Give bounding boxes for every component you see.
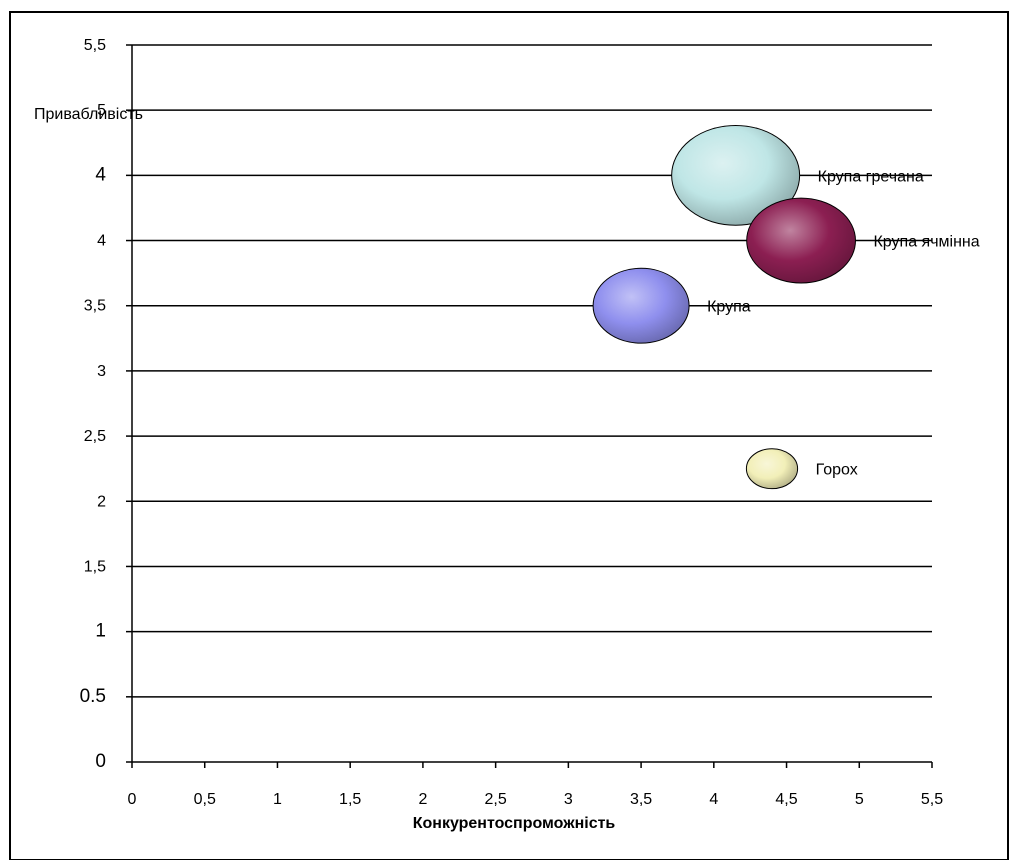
x-tick-label: 0: [128, 791, 137, 808]
bubble: [592, 267, 690, 344]
x-tick-labels: 0 0,5 1 1,5 2 2,5 3 3,5 4 4,5 5 5,5: [128, 791, 944, 808]
y-tick-label: 5: [97, 102, 106, 119]
y-tick-label: 0: [95, 751, 106, 772]
y-tick-label: 5,5: [84, 37, 106, 54]
y-tick-labels: 0 0.5 1 1,5 2 2,5 3 3,5 4 4 5 5,5: [80, 37, 107, 772]
y-tick-label: 3,5: [84, 298, 106, 315]
bubble: [745, 448, 799, 490]
y-tick-label: 4: [97, 233, 106, 250]
y-tick-label: 2: [97, 493, 106, 510]
x-tick-label: 2,5: [485, 791, 507, 808]
bubble-label: Крупа: [707, 299, 751, 316]
bubble-label: Горох: [816, 462, 858, 479]
axes: [126, 44, 933, 768]
y-tick-label: 2,5: [84, 428, 106, 445]
x-tick-label: 3: [564, 791, 573, 808]
x-tick-label: 5,5: [921, 791, 943, 808]
x-tick-label: 1,5: [339, 791, 361, 808]
x-tick-label: 4,5: [775, 791, 797, 808]
bubble-label: Крупа ячмінна: [873, 234, 979, 251]
y-tick-label: 3: [97, 363, 106, 380]
x-axis-title: Конкурентоспроможність: [413, 815, 616, 832]
y-tick-label: 1: [95, 621, 106, 642]
x-tick-label: 1: [273, 791, 282, 808]
x-tick-label: 5: [855, 791, 864, 808]
y-axis-title: Привабливість: [34, 106, 143, 123]
y-tick-label: 4: [95, 164, 106, 185]
y-tick-label: 1,5: [84, 558, 106, 575]
bubbles: [592, 124, 856, 490]
x-tick-label: 3,5: [630, 791, 652, 808]
x-tick-label: 2: [418, 791, 427, 808]
y-tick-label: 0.5: [80, 686, 106, 707]
bubble: [746, 197, 856, 284]
bubble-labels: Крупа гречана Крупа ячмінна Крупа Горох: [707, 168, 980, 478]
bubble-label: Крупа гречана: [818, 168, 924, 185]
x-tick-label: 0,5: [194, 791, 216, 808]
x-tick-label: 4: [709, 791, 718, 808]
bubble: [671, 124, 801, 226]
